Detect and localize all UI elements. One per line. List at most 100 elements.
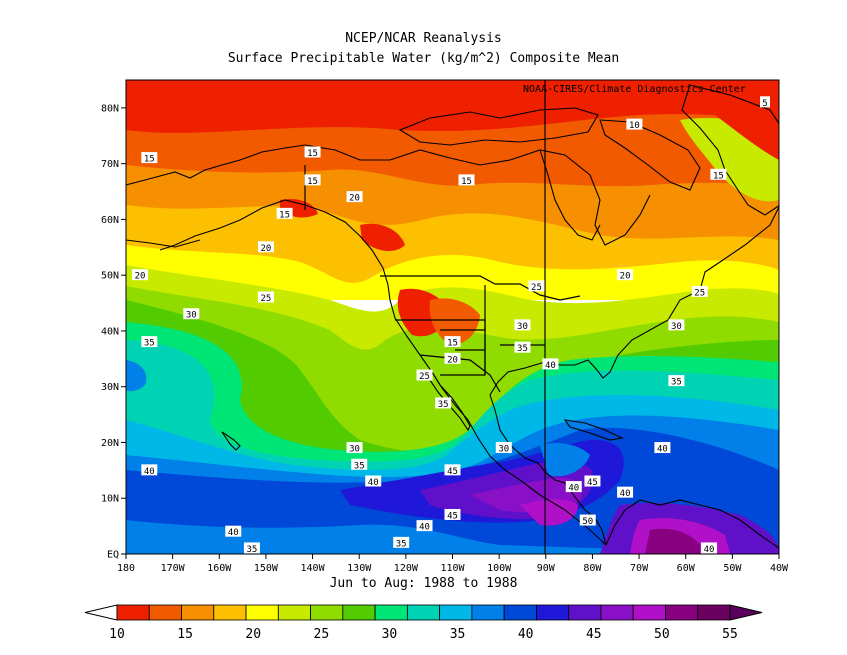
y-tick-label: 80N — [101, 103, 119, 114]
svg-text:30: 30 — [349, 445, 360, 455]
svg-text:45: 45 — [587, 478, 598, 488]
contour-label: 20 — [346, 191, 363, 204]
x-tick-label: 60W — [677, 563, 696, 574]
svg-text:5: 5 — [762, 99, 767, 109]
color-band — [126, 520, 779, 554]
svg-text:35: 35 — [517, 344, 528, 354]
x-tick-label: 140W — [301, 563, 326, 574]
contour-label: 40 — [565, 481, 582, 494]
svg-text:20: 20 — [349, 194, 360, 204]
x-tick-label: 180 — [117, 563, 135, 574]
contour-label: 40 — [542, 358, 559, 371]
svg-text:40: 40 — [568, 484, 579, 494]
contour-label: 30 — [346, 442, 363, 455]
color-band — [540, 443, 590, 477]
colorbar-swatch — [632, 604, 666, 621]
contour-label: 15 — [444, 336, 461, 349]
contour-label: 25 — [528, 280, 545, 293]
svg-text:30: 30 — [671, 322, 682, 332]
svg-text:40: 40 — [368, 478, 379, 488]
svg-text:20: 20 — [620, 272, 631, 282]
x-tick-label: 70W — [630, 563, 649, 574]
y-tick-label: 40N — [101, 326, 119, 337]
colorbar-swatch — [116, 604, 150, 621]
contour-label: 35 — [243, 542, 260, 554]
x-tick-label: 50W — [723, 563, 742, 574]
color-band — [645, 528, 700, 554]
svg-text:50: 50 — [582, 517, 593, 527]
contour-label: 35 — [514, 341, 531, 354]
color-band — [126, 245, 779, 300]
svg-text:20: 20 — [261, 244, 272, 254]
west-coast — [159, 199, 607, 546]
colorbar-label: 15 — [177, 627, 193, 642]
svg-text:35: 35 — [671, 378, 682, 388]
contour-label: 25 — [691, 285, 708, 298]
svg-text:40: 40 — [545, 361, 556, 371]
svg-text:30: 30 — [186, 311, 197, 321]
colorbar-swatch — [310, 604, 344, 621]
contour-label: 40 — [617, 486, 634, 499]
svg-text:15: 15 — [279, 210, 290, 220]
color-band — [429, 298, 480, 345]
contour-label: 20 — [444, 352, 461, 365]
baffin-island — [599, 119, 701, 191]
contour-label: 45 — [584, 475, 601, 488]
color-bands — [126, 80, 779, 554]
contour-label: 35 — [393, 536, 410, 549]
contour-label: 40 — [225, 525, 242, 538]
x-tick-label: 170W — [161, 563, 186, 574]
contour-label: 50 — [579, 514, 596, 527]
svg-text:25: 25 — [531, 283, 542, 293]
contour-label: 30 — [495, 442, 512, 455]
arctic-islands — [398, 107, 599, 146]
contour-label: 20 — [257, 241, 274, 254]
color-band — [640, 133, 705, 171]
colorbar-label: 10 — [109, 627, 125, 642]
colorbar-swatch — [245, 604, 279, 621]
svg-text:45: 45 — [447, 511, 458, 521]
y-tick-label: EQ — [107, 550, 119, 561]
svg-text:15: 15 — [447, 339, 458, 349]
x-tick-label: 80W — [583, 563, 602, 574]
svg-text:15: 15 — [144, 155, 155, 165]
contour-label: 15 — [141, 152, 158, 165]
contour-label: 15 — [304, 174, 321, 187]
contour-label: 15 — [458, 174, 475, 187]
svg-text:30: 30 — [498, 445, 509, 455]
colorbar-swatch — [471, 604, 505, 621]
hawaii — [221, 431, 241, 451]
svg-text:20: 20 — [135, 272, 146, 282]
contour-label: 45 — [444, 508, 461, 521]
svg-text:40: 40 — [620, 489, 631, 499]
svg-text:35: 35 — [396, 539, 407, 549]
chart-title: NCEP/NCAR Reanalysis — [345, 31, 502, 46]
y-tick-label: 60N — [101, 215, 119, 226]
colorbar-label: 20 — [245, 627, 261, 642]
color-band — [126, 360, 147, 392]
colorbar-swatch — [342, 604, 376, 621]
contour-label: 35 — [668, 375, 685, 388]
colorbar-label: 55 — [722, 627, 738, 642]
colorbar: 10 15 20 25 30 35 40 45 50 55 — [84, 604, 763, 642]
credit-text: NOAA-CIRES/Climate Diagnostics Center — [523, 84, 746, 95]
y-tick-label: 10N — [101, 494, 119, 505]
greenland — [681, 84, 779, 216]
svg-text:35: 35 — [438, 400, 449, 410]
aleutians — [126, 239, 201, 248]
svg-text:30: 30 — [517, 322, 528, 332]
contour-label: 5 — [760, 96, 771, 109]
colorbar-swatch — [277, 604, 311, 621]
contour-label: 10 — [626, 118, 643, 131]
chart-title-2: Surface Precipitable Water (kg/m^2) Comp… — [227, 51, 620, 66]
contour-label: 15 — [276, 207, 293, 220]
contour-label: 15 — [304, 146, 321, 159]
svg-text:20: 20 — [447, 355, 458, 365]
contour-label: 25 — [257, 291, 274, 304]
colorbar-label: 25 — [314, 627, 330, 642]
x-tick-label: 160W — [207, 563, 232, 574]
colorbar-swatch — [665, 604, 699, 621]
x-tick-label: 90W — [537, 563, 556, 574]
colorbar-over-arrow — [729, 604, 763, 621]
svg-text:25: 25 — [261, 294, 272, 304]
